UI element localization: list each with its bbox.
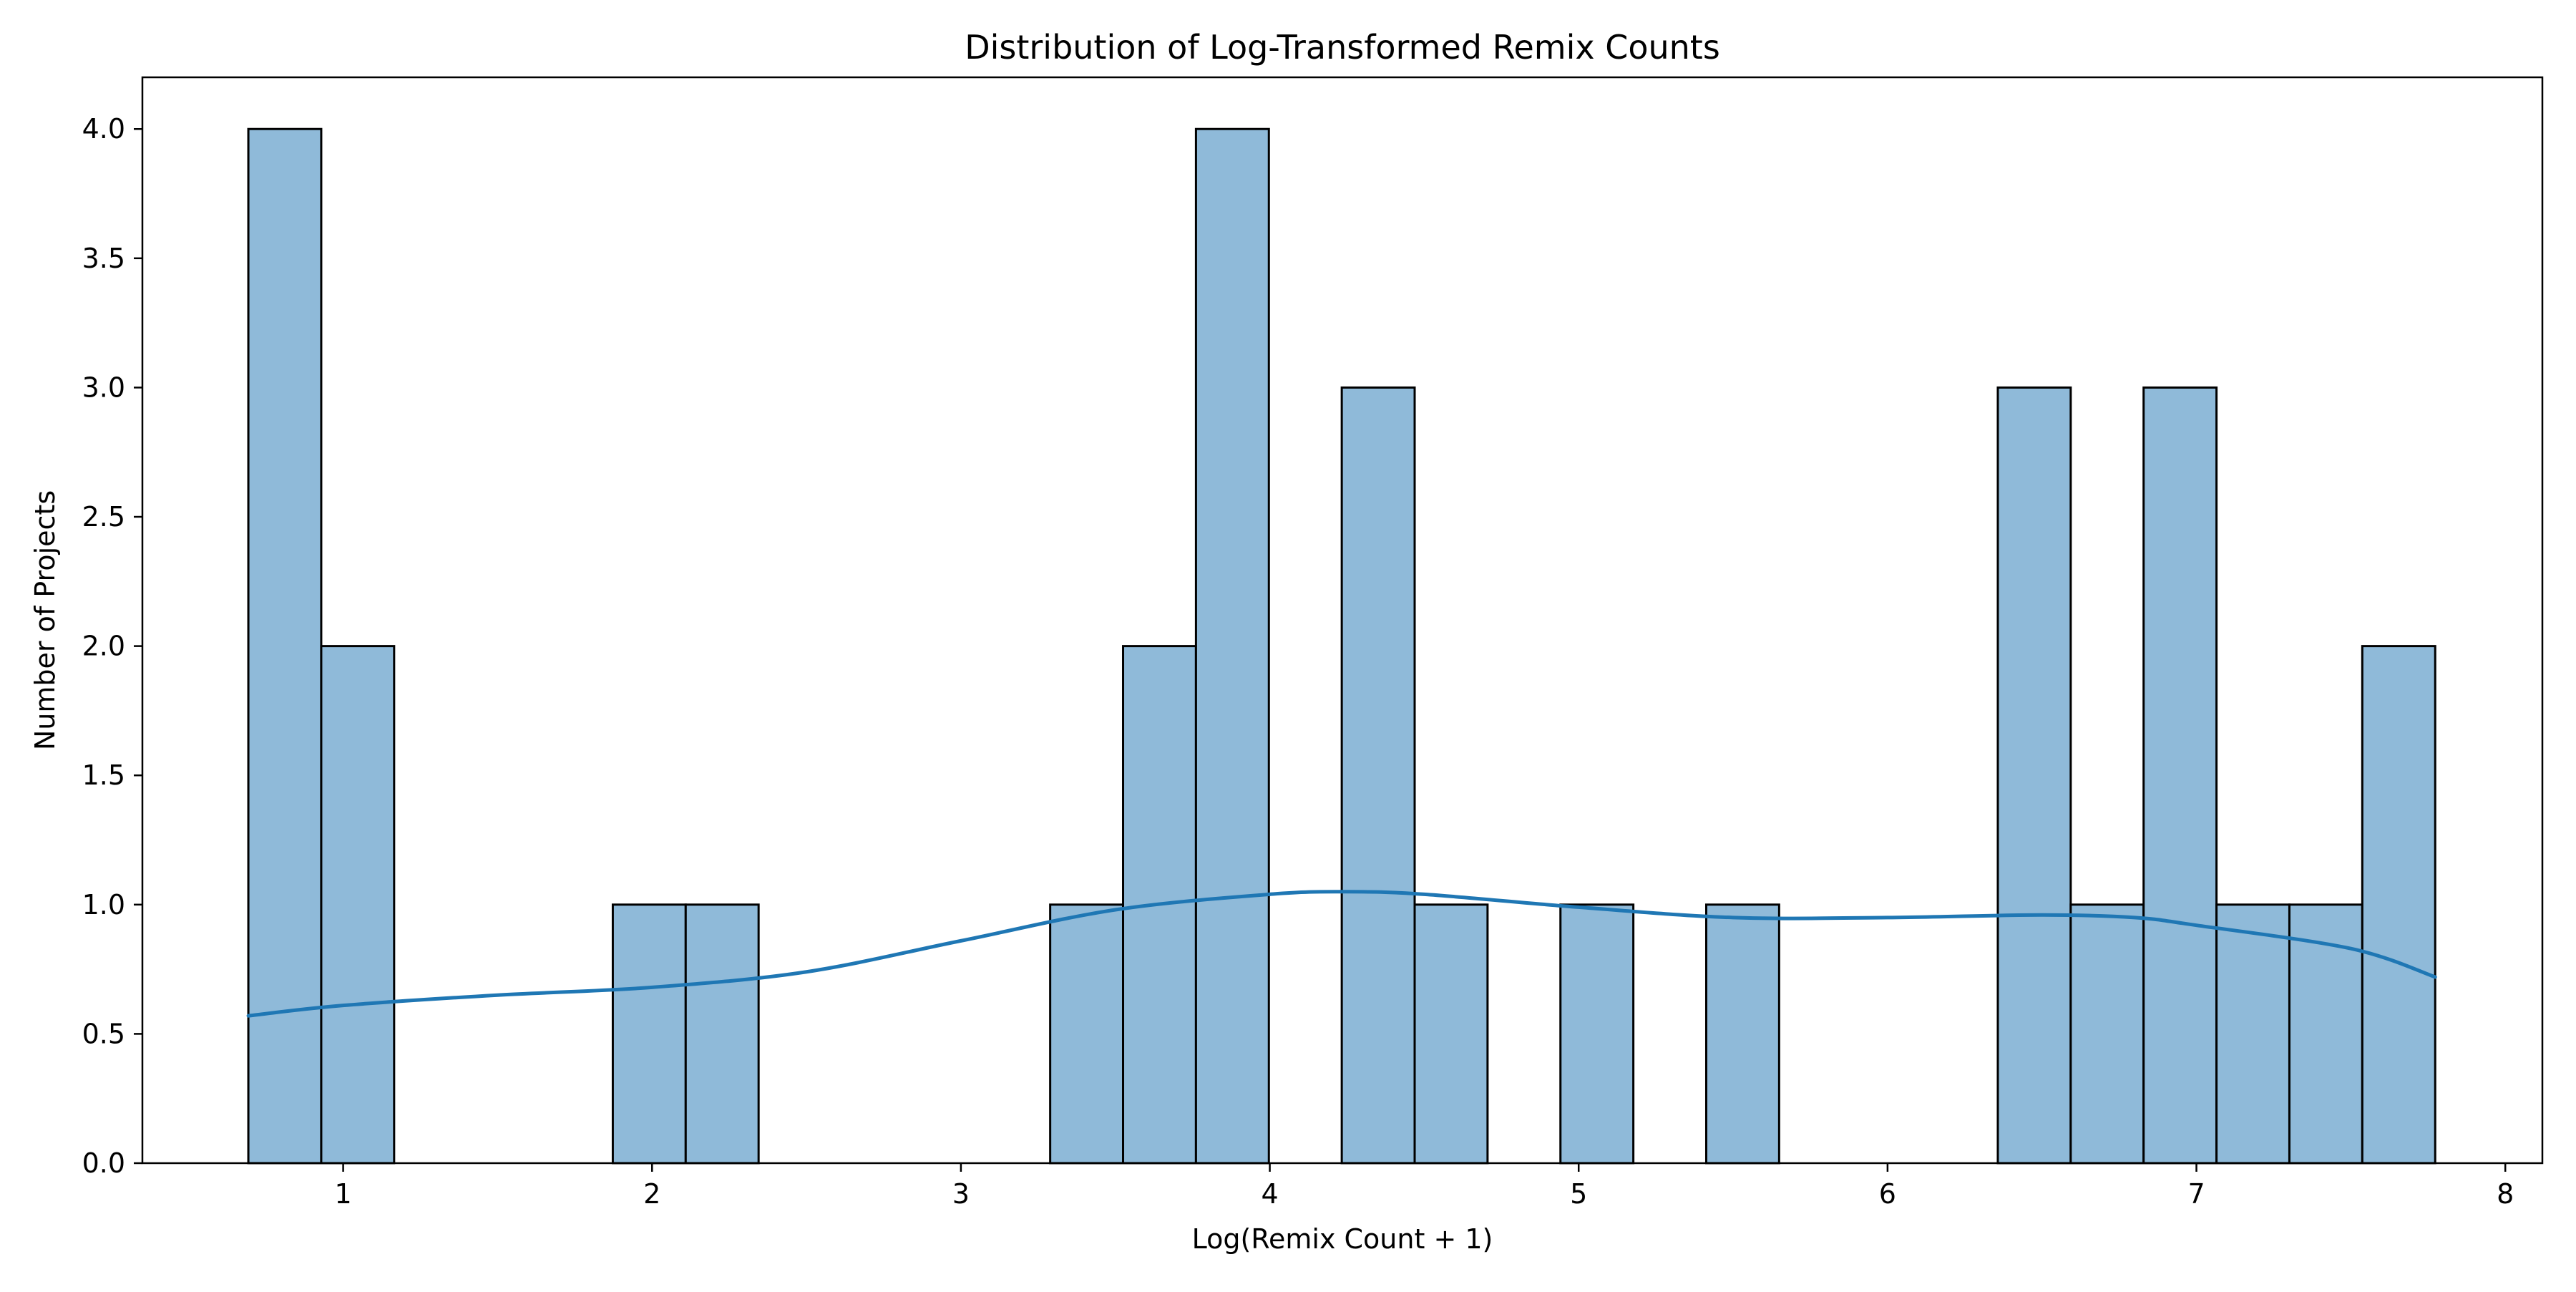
- histogram-bar: [1559, 903, 1635, 1165]
- x-tick-label: 4: [1261, 1178, 1278, 1210]
- y-tick-label: 1.5: [82, 759, 125, 791]
- y-axis-label: Number of Projects: [29, 490, 61, 750]
- x-tick-label: 1: [334, 1178, 351, 1210]
- y-tick-label: 0.5: [82, 1018, 125, 1049]
- y-axis-ticks: 0.0 0.5 1.0 1.5 2.0 2.5 3.0 3.5 4.0: [82, 113, 142, 1179]
- y-tick-label: 1.0: [82, 889, 125, 921]
- histogram-bar: [684, 903, 760, 1165]
- histogram-bar: [1049, 903, 1125, 1165]
- x-tick-label: 3: [952, 1178, 970, 1210]
- y-tick-label: 4.0: [82, 113, 125, 145]
- x-axis-label: Log(Remix Count + 1): [1192, 1223, 1493, 1255]
- histogram-bar: [2142, 386, 2218, 1165]
- plot-frame: [141, 76, 2544, 1165]
- histogram-bar: [1340, 386, 1416, 1165]
- histogram-bar: [1996, 386, 2072, 1165]
- x-tick-label: 6: [1879, 1178, 1896, 1210]
- chart-title: Distribution of Log-Transformed Remix Co…: [965, 28, 1720, 67]
- bars-layer: [247, 127, 2436, 1165]
- y-tick-label: 2.0: [82, 631, 125, 662]
- kde-layer: [246, 890, 2437, 1018]
- x-axis-ticks: 1 2 3 4 5 6 7 8: [334, 1163, 2514, 1210]
- histogram-bar: [1413, 903, 1489, 1165]
- y-tick-label: 3.5: [82, 243, 125, 274]
- x-tick-label: 2: [643, 1178, 660, 1210]
- histogram-bar: [247, 127, 323, 1165]
- y-tick-label: 3.0: [82, 371, 125, 403]
- y-tick-label: 0.0: [82, 1147, 125, 1179]
- histogram-bar: [2215, 903, 2290, 1165]
- histogram-bar: [1194, 127, 1270, 1165]
- x-tick-label: 5: [1570, 1178, 1587, 1210]
- histogram-bar: [2361, 645, 2436, 1165]
- x-tick-label: 7: [2187, 1178, 2205, 1210]
- kde-curve: [246, 890, 2437, 1018]
- histogram-bar: [320, 645, 396, 1165]
- y-tick-label: 2.5: [82, 501, 125, 533]
- x-tick-label: 8: [2497, 1178, 2514, 1210]
- histogram-bar: [1704, 903, 1780, 1165]
- histogram-bar: [2069, 903, 2145, 1165]
- histogram-bar: [611, 903, 687, 1165]
